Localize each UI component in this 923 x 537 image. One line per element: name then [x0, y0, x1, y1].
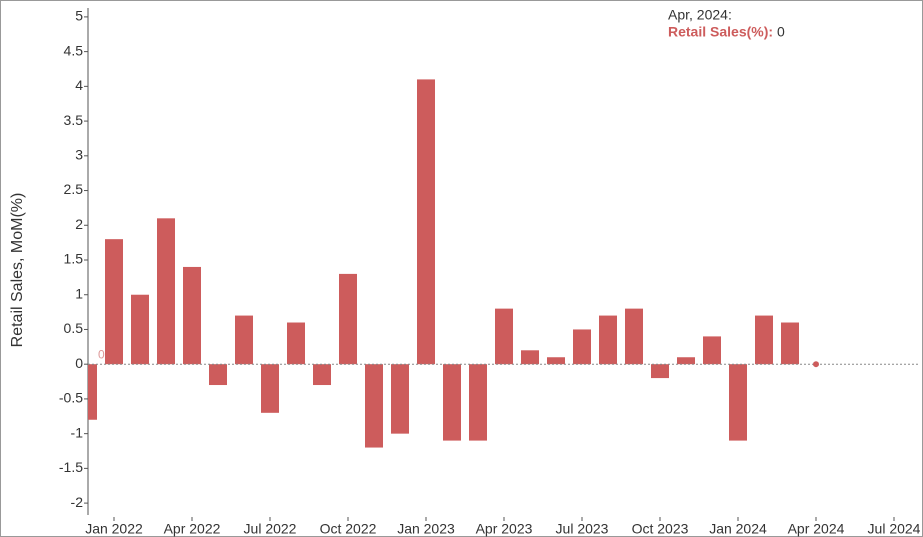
bar: [547, 357, 565, 365]
x-tick-label: Jan 2024: [709, 521, 767, 537]
bar: [261, 364, 279, 413]
x-tick-label: Oct 2022: [320, 521, 377, 537]
y-tick-label: -2: [71, 494, 84, 510]
x-tick-label: Apr 2022: [164, 521, 221, 537]
tooltip-value: 0: [777, 24, 785, 40]
bar: [235, 315, 253, 365]
bar: [209, 364, 227, 386]
bar: [677, 357, 695, 365]
bar: [495, 308, 513, 365]
y-tick-label: 2: [75, 216, 83, 232]
bar: [183, 266, 201, 365]
y-tick-label: 1: [75, 285, 83, 301]
y-tick-label: 2.5: [64, 181, 84, 197]
y-tick-label: -1.5: [59, 459, 83, 475]
x-tick-label: Jan 2023: [397, 521, 455, 537]
y-axis-label: Retail Sales, MoM(%): [9, 193, 26, 348]
y-tick-label: 5: [75, 8, 83, 24]
x-tick-label: Jul 2022: [244, 521, 297, 537]
y-tick-label: 3.5: [64, 112, 84, 128]
x-tick-label: Jul 2024: [868, 521, 921, 537]
bar: [287, 322, 305, 365]
x-tick-label: Jan 2022: [85, 521, 143, 537]
x-tick-label: Jul 2023: [556, 521, 609, 537]
y-tick-label: -1: [71, 424, 84, 440]
bar: [781, 322, 799, 365]
x-tick-label: Apr 2023: [476, 521, 533, 537]
bar: [573, 329, 591, 365]
x-tick-label: Apr 2024: [788, 521, 845, 537]
bar: [443, 364, 461, 441]
y-tick-label: 4: [75, 77, 83, 93]
hover-dot: [813, 361, 819, 368]
y-tick-label: 0: [75, 355, 83, 371]
bar: [755, 315, 773, 365]
bar: [599, 315, 617, 365]
bar: [729, 364, 747, 441]
y-tick-label: 3: [75, 147, 83, 163]
tooltip-label: Retail Sales(%):: [668, 24, 773, 40]
bar: [469, 364, 487, 441]
bar: [391, 364, 409, 434]
bar: [88, 364, 97, 420]
y-tick-label: 4.5: [64, 42, 84, 58]
bar: [417, 79, 435, 365]
tooltip-title: Apr, 2024:: [668, 7, 732, 23]
bars: [88, 79, 799, 448]
y-tick-label: 0.5: [64, 320, 84, 336]
y-tick-label: 1.5: [64, 251, 84, 267]
bar: [703, 336, 721, 365]
bar: [131, 294, 149, 365]
x-tick-label: Oct 2023: [632, 521, 689, 537]
bar: [365, 364, 383, 448]
bar: [339, 273, 357, 365]
y-tick-label: -0.5: [59, 390, 83, 406]
zero-label: 0: [98, 347, 105, 361]
bar: [313, 364, 331, 386]
bar: [521, 350, 539, 365]
bar: [625, 308, 643, 365]
bar: [651, 364, 669, 379]
bar: [105, 239, 123, 365]
bar: [157, 218, 175, 365]
